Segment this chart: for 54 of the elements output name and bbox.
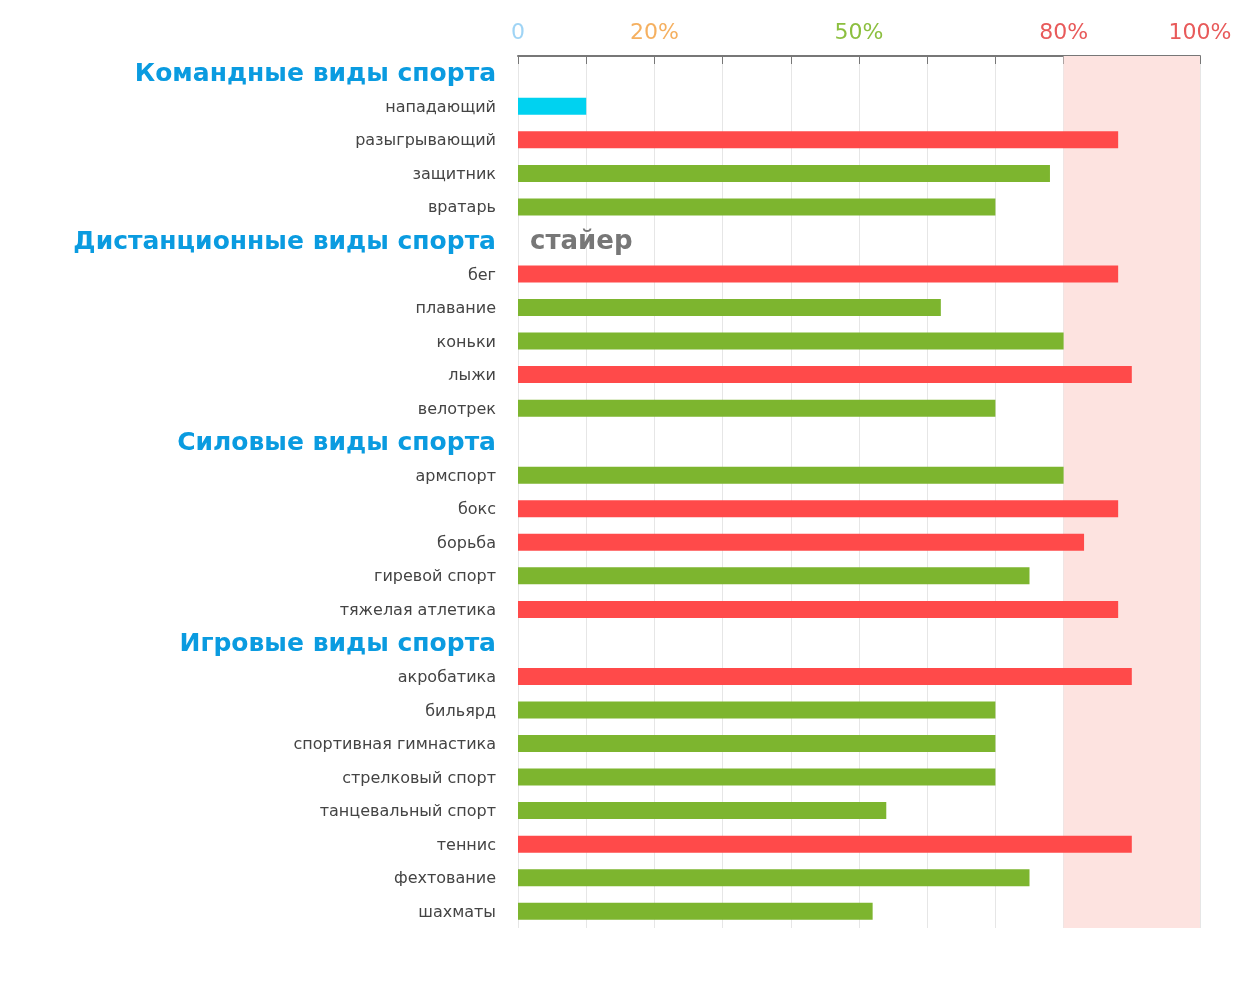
text: Командные виды спорта [134,58,496,88]
bar [518,835,1132,853]
bar [518,164,1050,182]
bar [518,735,996,753]
x-tick-label: 20% [629,18,679,44]
bar [518,533,1085,551]
bar [518,399,996,417]
bar [518,265,1119,283]
bar [518,667,1132,685]
x-tick-label: 80% [1039,18,1089,44]
bar [518,802,887,820]
y-tick-label: борьба [437,532,496,552]
y-tick-label: вратарь [427,197,496,217]
bar [518,332,1064,350]
y-tick-label: армспорт [415,465,496,485]
annotation: стайер [530,225,633,256]
y-tick-label: коньки [436,331,496,351]
y-tick-label: акробатика [397,666,496,686]
y-tick-label: плавание [415,298,496,318]
x-tick-label: 100% [1168,18,1232,44]
y-tick-label: фехтование [393,868,496,888]
y-tick-label: спортивная гимнастика [293,734,496,754]
bar [518,902,873,920]
bar [518,366,1132,384]
bar [518,567,1030,585]
x-tick-label: 50% [834,18,884,44]
y-tick-label: тяжелая атлетика [339,599,496,619]
bar [518,466,1064,484]
bar [518,97,587,115]
bar [518,131,1119,149]
bar [518,198,996,216]
y-tick-label: лыжи [448,365,496,385]
text: Дистанционные виды спорта [73,225,496,255]
bar [518,600,1119,618]
bar [518,768,996,786]
text: Силовые виды спорта [177,427,496,457]
y-tick-label: разыгрывающий [355,130,496,150]
bar [518,701,996,719]
bar [518,299,941,317]
bar [518,500,1119,518]
y-tick-label: защитник [412,163,497,183]
x-tick-label: 0 [511,18,525,44]
text: Игровые виды спорта [179,628,496,658]
y-tick-label: бег [467,264,496,284]
bar [518,869,1030,887]
y-tick-label: велотрек [417,398,497,418]
y-tick-label: гиревой спорт [373,566,496,586]
y-tick-label: шахматы [418,901,496,921]
y-tick-label: бокс [457,499,496,519]
y-tick-label: нападающий [385,96,496,116]
y-tick-label: теннис [436,834,496,854]
y-tick-label: стрелковый спорт [342,767,496,787]
y-tick-label: бильярд [425,700,496,720]
y-tick-label: танцевальный спорт [319,801,496,821]
